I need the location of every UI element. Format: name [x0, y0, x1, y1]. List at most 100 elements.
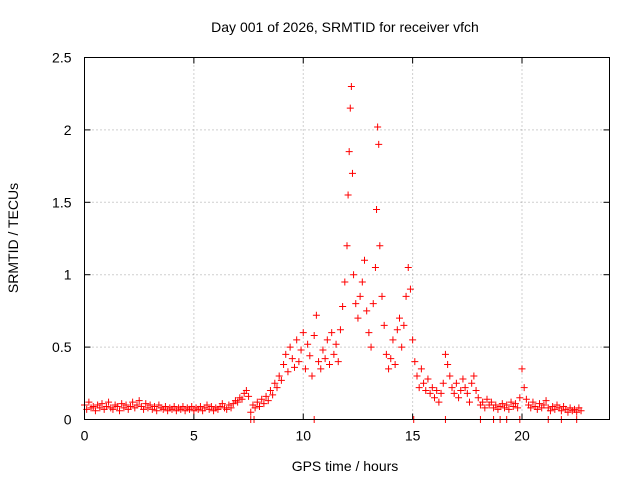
data-point — [564, 408, 572, 416]
data-point — [227, 404, 235, 412]
data-point — [280, 360, 288, 368]
data-point — [126, 402, 134, 410]
data-point — [444, 360, 452, 368]
data-point — [310, 332, 318, 340]
data-point — [487, 398, 495, 406]
data-point — [264, 397, 272, 405]
data-point — [356, 292, 364, 300]
data-point — [258, 395, 266, 403]
data-point — [371, 263, 379, 271]
data-point — [223, 405, 231, 413]
data-point — [140, 405, 148, 413]
data-point — [339, 303, 347, 311]
data-point — [369, 300, 377, 308]
data-point — [315, 358, 323, 366]
data-point — [420, 379, 428, 387]
data-point — [188, 402, 196, 410]
data-point — [116, 407, 123, 415]
data-point — [293, 336, 301, 344]
data-point — [557, 407, 565, 415]
data-point — [275, 372, 283, 380]
data-point — [363, 307, 371, 315]
data-point — [262, 392, 270, 400]
data-point — [96, 404, 104, 412]
data-point — [540, 401, 548, 409]
data-point — [341, 278, 349, 286]
data-point — [431, 394, 438, 402]
data-point — [367, 343, 375, 351]
data-point — [238, 395, 246, 403]
data-point — [323, 336, 331, 344]
axis-ticks: 0 5 10 15 20 0 0.5 1 1.5 2 2.5 — [52, 50, 610, 444]
data-point — [146, 401, 154, 409]
x-tick-label: 5 — [190, 428, 198, 444]
data-point — [520, 384, 528, 392]
data-point — [483, 395, 491, 403]
y-tick-label: 2 — [64, 122, 72, 138]
y-axis-label: SRMTID / TECUs — [5, 183, 21, 293]
data-point — [374, 123, 382, 131]
data-point — [153, 407, 161, 415]
data-point — [505, 405, 513, 413]
data-point — [336, 326, 344, 334]
grid — [84, 57, 610, 420]
data-point — [424, 375, 432, 383]
data-point — [271, 379, 279, 387]
data-point — [533, 405, 541, 413]
data-point — [406, 285, 414, 293]
data-point — [551, 405, 559, 413]
data-point — [291, 363, 298, 371]
x-tick-label: 20 — [514, 428, 530, 444]
data-point — [441, 350, 449, 358]
data-point — [282, 350, 290, 358]
data-point — [135, 397, 143, 405]
data-point — [330, 350, 338, 358]
data-point — [179, 402, 187, 410]
data-point — [161, 402, 169, 410]
data-point — [514, 404, 522, 412]
data-point — [113, 402, 121, 410]
data-point — [242, 387, 250, 395]
data-point — [382, 350, 390, 358]
data-point — [203, 401, 211, 409]
data-point — [299, 329, 307, 337]
data-point — [375, 140, 383, 148]
data-point — [91, 407, 99, 415]
data-point — [332, 340, 340, 348]
data-point — [577, 407, 585, 415]
data-point — [422, 387, 430, 395]
data-point — [435, 398, 443, 406]
data-point — [470, 372, 478, 380]
data-point — [295, 358, 303, 366]
data-point — [439, 379, 447, 387]
data-point — [122, 401, 130, 409]
data-point — [522, 395, 530, 403]
data-point — [516, 394, 524, 402]
x-axis-label: GPS time / hours — [292, 458, 399, 474]
data-point — [312, 311, 320, 319]
data-point — [474, 394, 482, 402]
data-point — [365, 329, 373, 337]
data-point — [308, 372, 316, 380]
y-tick-label: 2.5 — [52, 50, 72, 66]
data-point — [142, 400, 150, 408]
data-point — [288, 355, 296, 363]
data-point — [398, 343, 406, 351]
data-point — [109, 405, 117, 413]
data-point — [358, 278, 366, 286]
data-point — [411, 358, 419, 366]
data-point — [85, 398, 93, 406]
data-point — [328, 329, 336, 337]
data-point — [253, 398, 261, 406]
data-point — [304, 340, 312, 348]
data-point — [102, 402, 110, 410]
data-point — [129, 398, 137, 406]
data-point — [426, 389, 434, 397]
data-point — [393, 326, 401, 334]
data-point — [511, 400, 519, 408]
data-point — [433, 387, 441, 395]
y-tick-label: 0.5 — [52, 339, 72, 355]
data-point — [459, 375, 467, 383]
chart-title: Day 001 of 2026, SRMTID for receiver vfc… — [211, 19, 479, 35]
data-point — [417, 365, 425, 373]
